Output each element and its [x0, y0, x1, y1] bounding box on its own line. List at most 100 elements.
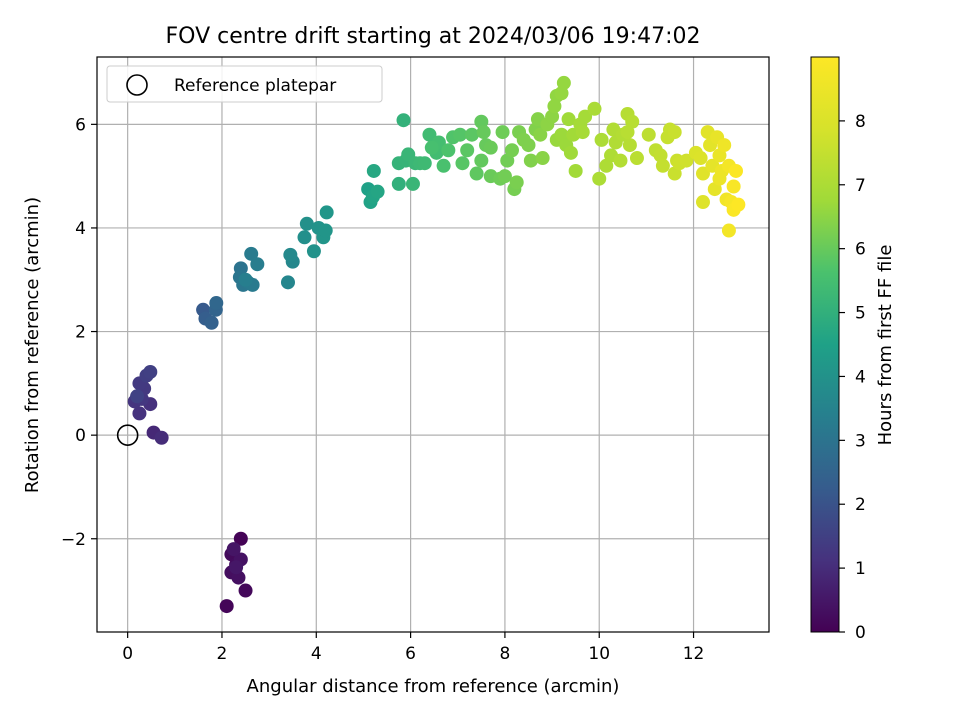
- data-point: [405, 176, 420, 191]
- data-point: [209, 296, 224, 311]
- x-axis-ticks: 0 2 4 6 8 10 12: [122, 632, 704, 664]
- data-point: [667, 125, 682, 140]
- data-point: [556, 75, 571, 90]
- data-point: [250, 257, 265, 272]
- data-point: [717, 138, 732, 153]
- data-point: [568, 163, 583, 178]
- data-point: [283, 247, 298, 262]
- data-point: [726, 179, 741, 194]
- data-point: [280, 275, 295, 290]
- y-tick-label: −2: [61, 530, 86, 550]
- data-point: [533, 127, 548, 142]
- data-point: [436, 158, 451, 173]
- data-point: [453, 127, 468, 142]
- colorbar-tick-label: 1: [855, 559, 866, 579]
- colorbar-tick-label: 4: [855, 367, 866, 387]
- data-point: [229, 560, 244, 575]
- data-point: [318, 223, 333, 238]
- reference-marker: [116, 424, 139, 446]
- data-point: [143, 364, 158, 379]
- data-point: [483, 140, 498, 155]
- y-tick-label: 4: [75, 219, 86, 239]
- data-point: [366, 163, 381, 178]
- x-axis-label: Angular distance from reference (arcmin): [247, 676, 620, 697]
- data-point: [535, 151, 550, 166]
- data-point: [474, 153, 489, 168]
- data-point: [561, 112, 576, 127]
- data-point: [521, 138, 536, 153]
- colorbar-tick-label: 3: [855, 431, 866, 451]
- data-point: [641, 127, 656, 142]
- data-point: [509, 175, 524, 190]
- data-point: [238, 272, 253, 287]
- x-tick-label: 10: [588, 644, 610, 664]
- colorbar-tick-label: 2: [855, 495, 866, 515]
- data-point: [592, 171, 607, 186]
- data-point: [622, 138, 637, 153]
- data-point: [460, 143, 475, 158]
- data-point: [424, 140, 439, 155]
- y-tick-label: 6: [75, 115, 86, 135]
- y-tick-label: 0: [75, 426, 86, 446]
- data-point: [476, 125, 491, 140]
- reference-platepar-marker: [116, 424, 139, 446]
- data-point: [130, 389, 145, 404]
- data-point: [464, 127, 479, 142]
- data-point: [721, 223, 736, 238]
- data-point: [244, 246, 259, 261]
- data-points: [127, 75, 746, 614]
- data-point: [587, 101, 602, 116]
- data-point: [497, 169, 512, 184]
- data-point: [469, 166, 484, 181]
- data-point: [728, 163, 743, 178]
- y-tick-label: 2: [75, 323, 86, 343]
- data-point: [563, 145, 578, 160]
- data-point: [594, 132, 609, 147]
- data-point: [154, 430, 169, 445]
- data-point: [695, 166, 710, 181]
- data-point: [422, 127, 437, 142]
- colorbar-tick-label: 8: [855, 112, 866, 132]
- data-point: [370, 184, 385, 199]
- data-point: [575, 125, 590, 140]
- colorbar-label: Hours from first FF file: [875, 245, 896, 446]
- colorbar-tick-label: 7: [855, 176, 866, 196]
- colorbar-gradient: [810, 56, 840, 633]
- x-tick-label: 12: [683, 644, 705, 664]
- data-point: [238, 583, 253, 598]
- data-point: [299, 216, 314, 231]
- x-tick-label: 8: [500, 644, 511, 664]
- data-point: [219, 599, 234, 614]
- data-point: [523, 153, 538, 168]
- x-tick-label: 0: [122, 644, 133, 664]
- data-point: [620, 125, 635, 140]
- colorbar: 0 1 2 3 4 5 6 7 8 Hours from first FF file: [810, 56, 896, 643]
- data-point: [417, 156, 432, 171]
- data-point: [578, 109, 593, 124]
- plot-area-frame: [96, 56, 770, 633]
- data-point: [695, 195, 710, 210]
- data-point: [319, 205, 334, 220]
- data-point: [495, 125, 510, 140]
- data-point: [629, 151, 644, 166]
- colorbar-tick-label: 0: [855, 623, 866, 643]
- legend-label: Reference platepar: [174, 76, 336, 96]
- colorbar-tick-label: 6: [855, 240, 866, 260]
- chart-title: FOV centre drift starting at 2024/03/06 …: [166, 24, 701, 49]
- legend: Reference platepar: [106, 65, 383, 103]
- data-point: [297, 230, 312, 245]
- data-point: [504, 143, 519, 158]
- data-point: [679, 153, 694, 168]
- data-point: [132, 406, 147, 421]
- y-axis-ticks: −2 0 2 4 6: [61, 115, 97, 550]
- data-point: [455, 156, 470, 171]
- x-tick-label: 2: [217, 644, 228, 664]
- data-point: [396, 113, 411, 128]
- x-tick-label: 6: [405, 644, 416, 664]
- colorbar-ticks: 0 1 2 3 4 5 6 7 8: [839, 112, 866, 643]
- data-point: [306, 244, 321, 259]
- legend-marker-circle: [126, 74, 148, 96]
- colorbar-tick-label: 5: [855, 304, 866, 324]
- data-point: [233, 531, 248, 546]
